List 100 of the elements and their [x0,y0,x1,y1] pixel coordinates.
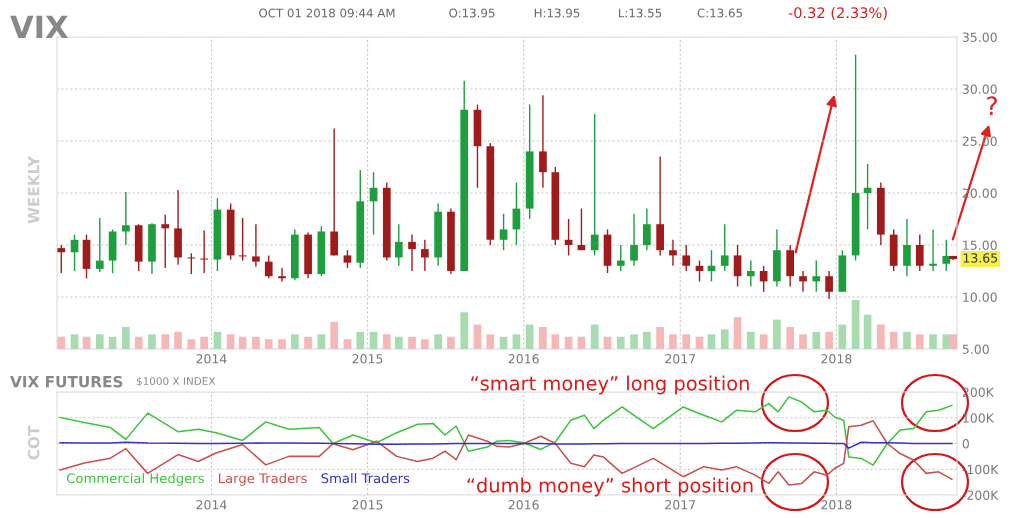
candlestick [57,244,66,274]
x-tick-label: 2014 [196,354,227,364]
text: L:13.55 [618,8,662,18]
y-tick-label: 10.00 [963,292,997,302]
candlestick [200,229,208,274]
bar [330,322,339,349]
bar [290,334,299,349]
candlestick [330,127,339,257]
candlestick [499,213,508,251]
candlestick [903,218,911,277]
bar [851,300,860,349]
bar [656,326,664,349]
candlestick [95,217,104,273]
bar [226,334,235,349]
bar [369,331,378,349]
text: -0.32 (2.33%) [788,6,887,20]
bar [122,326,130,349]
candlestick [733,244,742,288]
x-tick-label: 2014 [196,500,227,510]
bar [551,334,560,349]
x-tick-label: 2016 [508,354,539,364]
chart-subtitle: $1000 X INDEX [136,376,216,387]
bar [799,334,807,349]
bar [382,334,391,349]
x-tick-label: 2015 [352,354,383,364]
bar [539,326,547,349]
bar [786,326,795,349]
bar [733,317,742,349]
candlestick [161,214,170,269]
bar [812,331,821,349]
y-tick-label: 5.00 [962,344,989,354]
candlestick [720,223,729,272]
x-tick-label: 2017 [665,500,696,510]
candlestick [643,207,651,251]
bar [304,336,312,349]
bar [759,334,768,349]
bar [317,334,326,349]
bar [669,334,677,349]
bar [134,336,143,349]
candlestick [408,233,416,272]
y-tick-label: 35.00 [962,32,997,42]
bar [421,339,429,349]
bar [746,331,755,349]
x-tick-label: 2017 [665,354,696,364]
bar [949,334,957,349]
bar [460,312,469,349]
candlestick [421,239,429,272]
y-tick-label: 15.00 [963,240,997,250]
bar [394,336,403,349]
candlestick [915,233,924,272]
text: Commercial Hedgers [66,472,204,486]
bar [929,334,937,349]
bar [643,331,651,349]
candlestick [616,244,625,272]
annotation: 13.65 [963,253,998,263]
bar [863,314,872,349]
text: H:13.95 [534,8,580,18]
x-tick-label: 2015 [352,500,383,510]
y-tick-label: 100K [963,413,995,423]
bar [720,329,729,349]
bar [213,331,222,349]
bar [682,334,691,349]
x-tick-label: 2018 [821,354,852,364]
bar [486,334,495,349]
x-tick-label: 2018 [821,500,852,510]
candlestick [590,113,599,257]
candlestick [682,244,691,272]
bar [278,339,286,349]
bar [161,334,170,349]
candlestick [746,259,755,288]
bar [915,334,924,349]
text: C:13.65 [697,8,742,18]
bar [889,331,898,349]
candlestick [825,270,833,300]
candlestick [942,239,951,272]
bar [903,331,911,349]
bar [356,331,365,349]
candlestick [669,239,677,267]
bar [57,336,66,349]
bar [590,324,599,349]
y-tick-label: 30.00 [962,84,997,94]
candlestick [812,259,821,293]
bar [525,324,534,349]
bar [148,334,156,349]
candlestick [539,94,547,189]
bar [616,336,625,349]
bar [512,334,521,349]
text: ? [987,96,997,115]
bar [447,336,455,349]
candlestick [122,191,130,246]
chart-title: VIX [10,15,68,38]
annotation: “dumb money” short position [467,477,753,497]
text: O:13.95 [449,8,495,18]
series-label: Large Traders [219,472,307,486]
bar [773,319,781,349]
bar [408,336,416,349]
chart-title: VIX FUTURES [10,375,123,388]
candlestick [252,223,260,268]
chart-subtitle: OCT 01 2018 09:44 AM [259,8,395,18]
line-series [59,396,953,466]
